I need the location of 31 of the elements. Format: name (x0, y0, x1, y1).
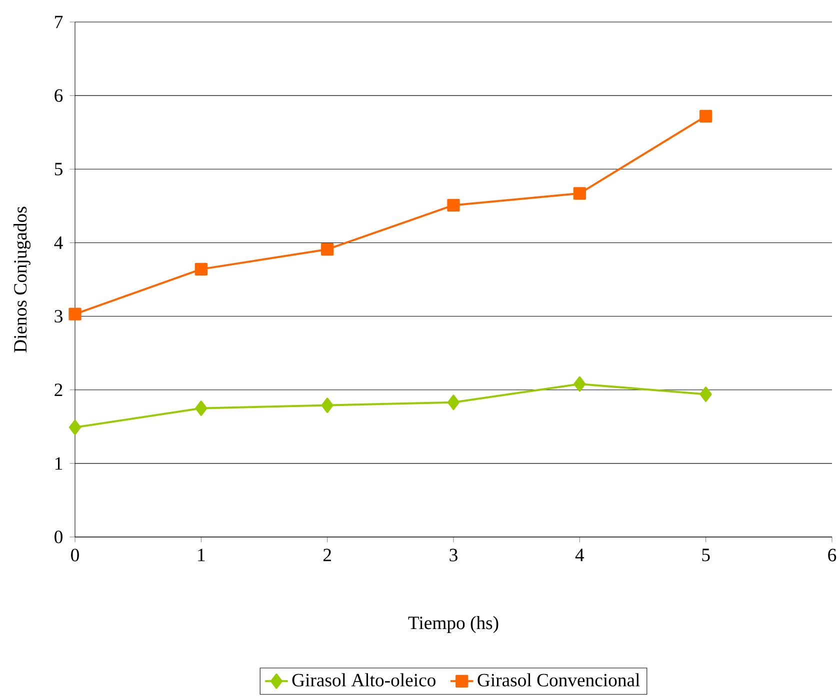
x-axis-title: Tiempo (hs) (408, 616, 498, 633)
point (447, 394, 460, 410)
y-tick-label: 3 (54, 310, 62, 323)
point (574, 376, 586, 392)
x-tick-label: 4 (575, 548, 584, 562)
point (69, 420, 82, 436)
y-tick-label: 7 (55, 16, 63, 28)
point (573, 187, 586, 200)
point (447, 198, 460, 212)
y-tick-label: 2 (54, 384, 62, 396)
x-tick-label: 2 (323, 548, 331, 562)
y-tick-label: 0 (54, 530, 62, 544)
point (700, 386, 712, 402)
y-axis-title: Dienos Conjugados (14, 206, 31, 352)
legend-label: Girasol Alto-oleico (292, 673, 436, 686)
point (195, 400, 208, 416)
x-tick-label: 1 (198, 548, 205, 562)
x-tick-label: 5 (702, 548, 710, 562)
point (321, 398, 334, 413)
legend-label: Girasol Convencional (478, 673, 640, 686)
y-tick-label: 6 (54, 89, 63, 102)
x-tick-label: 6 (828, 548, 836, 562)
point (194, 262, 208, 276)
x-tick-label: 0 (71, 548, 79, 562)
point (321, 243, 334, 256)
point (699, 110, 712, 123)
x-tick-label: 3 (450, 548, 458, 562)
y-tick-label: 4 (54, 236, 63, 249)
y-tick-label: 1 (55, 457, 62, 470)
point (68, 308, 82, 320)
y-tick-label: 5 (54, 162, 62, 176)
